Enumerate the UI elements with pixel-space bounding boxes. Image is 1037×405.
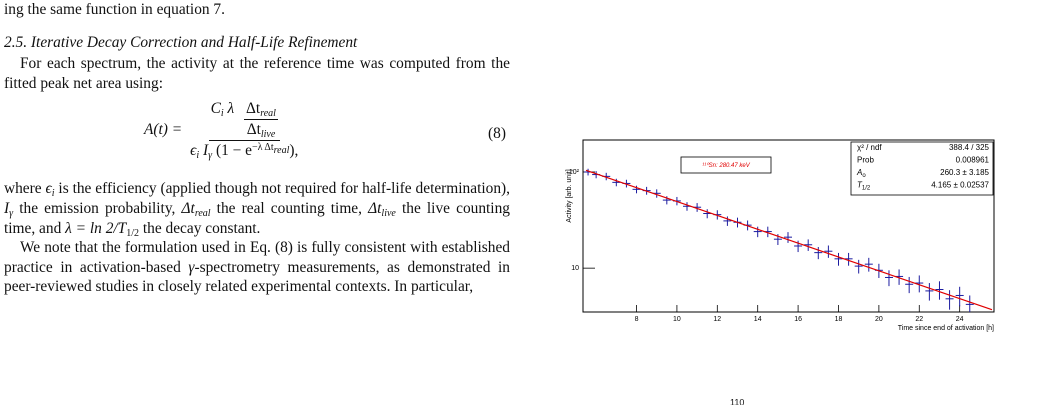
run: the emission probability, [13,199,182,217]
run: Δt [181,199,195,217]
run: the live counting time, and [4,199,510,237]
fit-line [585,169,993,311]
eq-sub: i [196,149,200,161]
eq-sym: Δt [246,100,261,118]
x-tick-label: 22 [915,316,923,323]
run: -spectrometry measurements, as demonstra… [4,258,511,296]
denominator: Δtlive [245,120,278,140]
run: γ [188,258,195,276]
run: 1/2 [126,227,140,239]
fraction: Δtreal Δtlive [244,99,278,139]
x-tick-label: 12 [713,316,721,323]
run: live [381,207,396,219]
legend-text: ¹¹⁰Sn: 280.47 keV [702,162,750,169]
x-tick-label: 16 [794,316,802,323]
numerator: Δtreal [244,99,278,120]
eq-sym: I [203,141,209,159]
run: real [194,207,211,219]
stats-value: 260.3 ± 3.185 [940,168,989,177]
stats-label-main: T [857,181,863,190]
stats-label: T1/2 [857,181,871,191]
eq-sym: (1 − e [215,141,252,159]
eq-sub: live [260,128,276,140]
stats-value: 0.008961 [956,156,990,165]
numerator: Ci λ Δtreal Δtlive [208,99,280,141]
run: the decay constant. [139,219,261,237]
stats-value: 4.165 ± 0.02537 [931,181,989,190]
run: the real counting time, [210,199,369,217]
stats-label: Prob [857,156,874,165]
stats-label-main: χ² / ndf [857,143,882,152]
x-tick-label: 20 [875,316,883,323]
x-tick-label: 24 [956,316,964,323]
eq-sym: λ [227,100,235,118]
stats-label-main: A [856,168,862,177]
eq-sup: −λ Δt [252,141,274,153]
denominator: ϵi Iγ (1 − e−λ Δtreal), [188,141,300,161]
eq-sym: C [210,100,221,118]
x-tick-label: 8 [635,316,639,323]
run: γ [9,207,14,219]
eq-sub: real [273,144,290,156]
stats-value: 388.4 / 325 [949,143,990,152]
plot-frame [582,139,995,313]
run: ϵ [45,180,52,198]
x-axis-label: Time since end of activation [h] [898,325,994,332]
fraction: Ci λ Δtreal Δtlive ϵi Iγ (1 − e−λ Δtreal)… [188,99,300,160]
section-heading: 2.5. Iterative Decay Correction and Half… [4,33,358,51]
y-tick-label: 10 [571,265,579,272]
run: i [51,188,55,200]
equation-number: (8) [488,125,506,143]
stats-label: χ² / ndf [857,143,882,152]
text-column: ing the same function in equation 7. 2.5… [4,0,510,297]
stats-label-main: Prob [857,156,874,165]
run: I [4,199,10,217]
x-tick-label: 14 [754,316,762,323]
paragraph: We note that the formulation used in Eq.… [4,238,510,297]
run: We note that the formulation used in Eq.… [4,239,510,276]
eq-sym: i [220,108,224,120]
paragraph: For each spectrum, the activity at the r… [4,55,510,92]
y-tick-label: 10² [569,169,580,176]
eq-sub: γ [208,149,213,161]
stats-label-sub: 1/2 [862,185,871,191]
run: is the efficiency (applied though not re… [54,180,510,198]
run: λ = ln 2/ [65,219,118,237]
stats-box [850,141,994,196]
stats-label-sub: o [862,173,866,179]
x-tick-label: 18 [835,316,843,323]
run: where [4,180,46,198]
stats-label: Ao [856,168,866,178]
eq-sym: ), [289,141,299,159]
x-tick-label: 10 [673,316,681,323]
equation: A(t) = Ci λ Δtreal Δtlive ϵi Iγ (1 − e−λ … [4,97,510,173]
eq-sym: Δt [246,120,261,138]
legend-box [680,156,772,174]
paragraph: where ϵi is the efficiency (applied thou… [4,179,510,238]
run: Δt [368,199,382,217]
caption-fragment: 110 [730,397,744,405]
eq-sub: real [260,108,276,120]
eq-sym: ϵ [190,141,197,159]
text-line: ing the same function in equation 7. [4,1,225,18]
y-axis-label: Activity [arb. unit] [566,169,573,222]
eq-lhs: A(t) = [144,120,183,138]
run: T [117,219,127,237]
eq-sub: i [221,108,224,119]
plot-area [584,168,993,312]
